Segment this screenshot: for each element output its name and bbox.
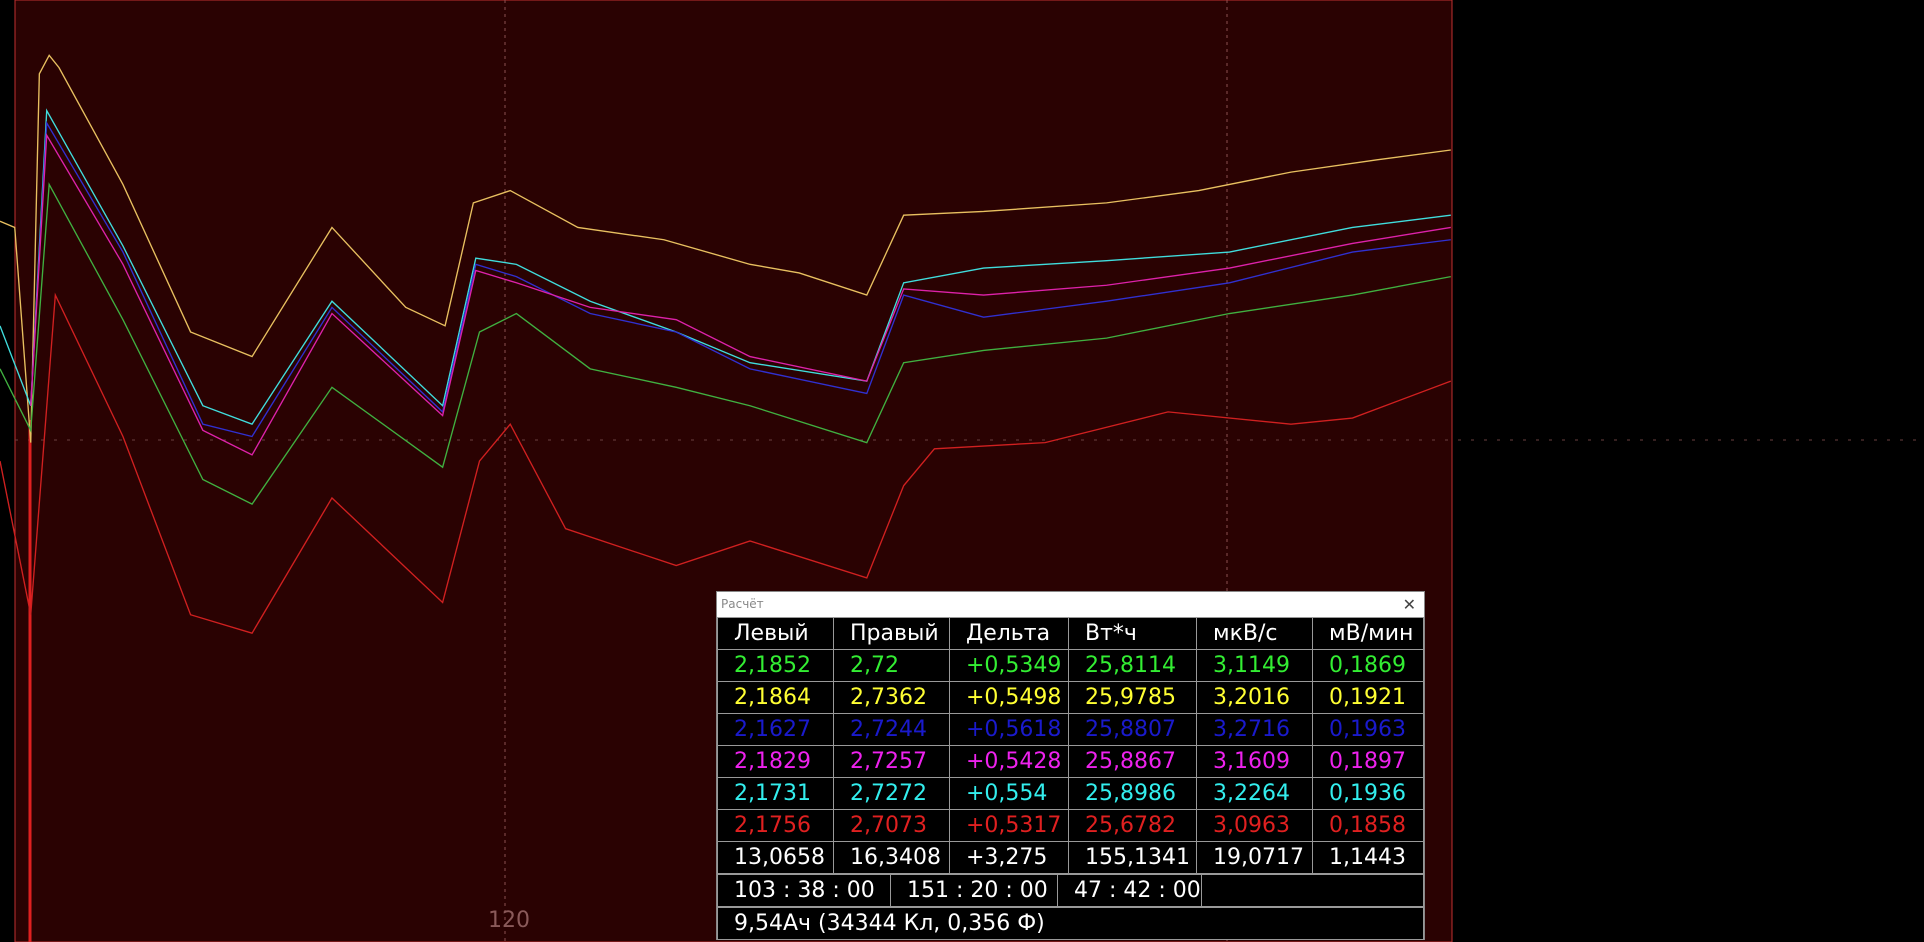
axis-label: 120 [488, 908, 530, 933]
data-cell: 2,7244 [833, 713, 950, 746]
data-cell: 2,1829 [717, 745, 834, 778]
data-cell: +3,275 [949, 841, 1069, 874]
data-cell: +0,554 [949, 777, 1069, 810]
data-cell: 25,6782 [1068, 809, 1197, 842]
data-row: 2,1829 2,7257 +0,5428 25,8867 3,1609 0,1897 [717, 745, 1424, 778]
data-cell: 2,7362 [833, 681, 950, 714]
data-row: 2,1852 2,72 +0,5349 25,8114 3,1149 0,1869 [717, 649, 1424, 682]
data-cell: 0,1858 [1312, 809, 1424, 842]
title-text: Расчёт [721, 597, 764, 611]
data-cell: 2,1852 [717, 649, 834, 682]
data-cell: 2,1756 [717, 809, 834, 842]
header-cell: Вт*ч [1068, 617, 1197, 650]
data-cell: 25,8807 [1068, 713, 1197, 746]
summary-table: 9,54Ач (34344 Кл, 0,356 Ф) [717, 907, 1424, 940]
data-cell: 2,7073 [833, 809, 950, 842]
summary-row: 9,54Ач (34344 Кл, 0,356 Ф) [717, 907, 1424, 940]
data-cell: 2,1627 [717, 713, 834, 746]
data-cell: 1,1443 [1312, 841, 1424, 874]
trace [0, 54, 1451, 443]
time-table: 103 : 38 : 00 151 : 20 : 00 47 : 42 : 00 [717, 874, 1425, 907]
trace [0, 292, 1452, 634]
data-row: 2,1756 2,7073 +0,5317 25,6782 3,0963 0,1858 [717, 809, 1424, 842]
results-table: Левый Правый Дельта Вт*ч мкВ/с мВ/мин 2,1852 2,… [717, 617, 1424, 874]
time-cell: 151 : 20 : 00 [890, 874, 1058, 907]
data-cell: 3,1149 [1196, 649, 1313, 682]
trace [0, 108, 1451, 426]
data-cell: 25,8114 [1068, 649, 1197, 682]
header-row: Левый Правый Дельта Вт*ч мкВ/с мВ/мин [717, 617, 1424, 650]
data-cell: 25,8986 [1068, 777, 1197, 810]
close-button[interactable]: ✕ [1402, 595, 1416, 614]
data-row: 2,1627 2,7244 +0,5618 25,8807 3,2716 0,1963 [717, 713, 1424, 746]
data-cell: +0,5349 [949, 649, 1069, 682]
header-cell: Левый [717, 617, 834, 650]
data-cell: 2,7272 [833, 777, 950, 810]
time-cell-empty [1201, 874, 1425, 907]
data-cell: 0,1897 [1312, 745, 1424, 778]
data-cell: +0,5428 [949, 745, 1069, 778]
time-cell: 103 : 38 : 00 [717, 874, 891, 907]
trace [0, 182, 1451, 505]
data-row: 2,1731 2,7272 +0,554 25,8986 3,2264 0,1936 [717, 777, 1424, 810]
data-row: 13,0658 16,3408 +3,275 155,1341 19,0717 1,144… [717, 841, 1424, 874]
data-cell: 16,3408 [833, 841, 950, 874]
header-cell: Дельта [949, 617, 1069, 650]
data-row: 2,1864 2,7362 +0,5498 25,9785 3,2016 0,1921 [717, 681, 1424, 714]
data-cell: 3,0963 [1196, 809, 1313, 842]
data-cell: 3,2264 [1196, 777, 1313, 810]
data-cell: 2,72 [833, 649, 950, 682]
data-cell: 0,1936 [1312, 777, 1424, 810]
data-cell: 0,1921 [1312, 681, 1424, 714]
data-cell: 0,1869 [1312, 649, 1424, 682]
time-cell: 47 : 42 : 00 [1057, 874, 1202, 907]
traces [0, 54, 1452, 634]
time-row: 103 : 38 : 00 151 : 20 : 00 47 : 42 : 00 [717, 874, 1425, 907]
data-cell: +0,5498 [949, 681, 1069, 714]
data-cell: 3,2716 [1196, 713, 1313, 746]
header-cell: мВ/мин [1312, 617, 1424, 650]
window-title: Расчёт ✕ [717, 592, 1424, 617]
header-cell: мкВ/с [1196, 617, 1313, 650]
trace [30, 132, 1451, 456]
data-cell: 25,8867 [1068, 745, 1197, 778]
data-cell: 0,1963 [1312, 713, 1424, 746]
data-cell: 2,1731 [717, 777, 834, 810]
calc-window: Расчёт ✕ Левый Правый Дельта Вт*ч мкВ/с мВ/мин… [716, 591, 1425, 940]
data-cell: 13,0658 [717, 841, 834, 874]
data-cell: 155,1341 [1068, 841, 1197, 874]
data-cell: 2,7257 [833, 745, 950, 778]
data-cell: 19,0717 [1196, 841, 1313, 874]
trace [30, 120, 1451, 438]
data-cell: 25,9785 [1068, 681, 1197, 714]
data-cell: +0,5317 [949, 809, 1069, 842]
data-cell: +0,5618 [949, 713, 1069, 746]
summary-cell: 9,54Ач (34344 Кл, 0,356 Ф) [717, 907, 1424, 940]
data-cell: 3,2016 [1196, 681, 1313, 714]
data-cell: 3,1609 [1196, 745, 1313, 778]
header-cell: Правый [833, 617, 950, 650]
data-cell: 2,1864 [717, 681, 834, 714]
